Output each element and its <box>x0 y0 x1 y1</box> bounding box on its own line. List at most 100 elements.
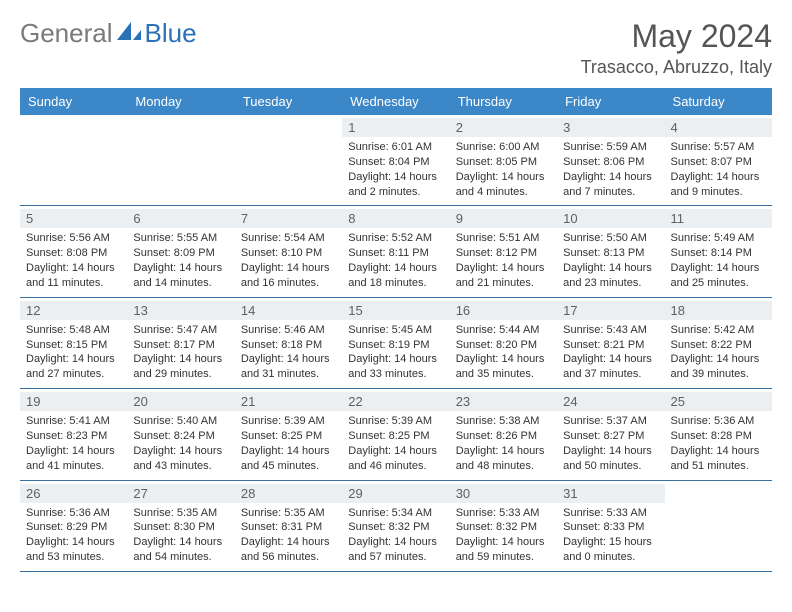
sunset-text: Sunset: 8:29 PM <box>26 520 121 535</box>
sunset-text: Sunset: 8:22 PM <box>671 338 766 353</box>
day-number: 27 <box>127 484 234 503</box>
day-number: 15 <box>342 301 449 320</box>
calendar-cell: 25Sunrise: 5:36 AMSunset: 8:28 PMDayligh… <box>665 389 772 480</box>
logo-text-general: General <box>20 18 113 49</box>
dayhead-thu: Thursday <box>450 88 557 115</box>
sunset-text: Sunset: 8:27 PM <box>563 429 658 444</box>
day-number: 14 <box>235 301 342 320</box>
day-info: Sunrise: 5:43 AMSunset: 8:21 PMDaylight:… <box>563 323 658 382</box>
daylight-text: Daylight: 14 hours and 39 minutes. <box>671 352 766 382</box>
daylight-text: Daylight: 14 hours and 35 minutes. <box>456 352 551 382</box>
sunrise-text: Sunrise: 5:36 AM <box>671 414 766 429</box>
daylight-text: Daylight: 14 hours and 50 minutes. <box>563 444 658 474</box>
sunrise-text: Sunrise: 5:36 AM <box>26 506 121 521</box>
calendar-cell: 13Sunrise: 5:47 AMSunset: 8:17 PMDayligh… <box>127 297 234 388</box>
sunset-text: Sunset: 8:20 PM <box>456 338 551 353</box>
sunset-text: Sunset: 8:10 PM <box>241 246 336 261</box>
daylight-text: Daylight: 14 hours and 59 minutes. <box>456 535 551 565</box>
sunrise-text: Sunrise: 5:33 AM <box>456 506 551 521</box>
day-info: Sunrise: 5:47 AMSunset: 8:17 PMDaylight:… <box>133 323 228 382</box>
logo: General Blue <box>20 18 197 49</box>
daylight-text: Daylight: 14 hours and 2 minutes. <box>348 170 443 200</box>
sunset-text: Sunset: 8:25 PM <box>348 429 443 444</box>
daylight-text: Daylight: 14 hours and 29 minutes. <box>133 352 228 382</box>
calendar-cell: 28Sunrise: 5:35 AMSunset: 8:31 PMDayligh… <box>235 480 342 571</box>
calendar-cell: 19Sunrise: 5:41 AMSunset: 8:23 PMDayligh… <box>20 389 127 480</box>
calendar-cell: 10Sunrise: 5:50 AMSunset: 8:13 PMDayligh… <box>557 206 664 297</box>
calendar-cell: 20 Sunrise: 5:40 AMSunset: 8:24 PMDayligh… <box>127 389 234 480</box>
sunset-text: Sunset: 8:24 PM <box>133 429 228 444</box>
calendar-table: Sunday Monday Tuesday Wednesday Thursday… <box>20 88 772 572</box>
sunset-text: Sunset: 8:04 PM <box>348 155 443 170</box>
day-number: 9 <box>450 209 557 228</box>
sunset-text: Sunset: 8:28 PM <box>671 429 766 444</box>
day-number: 5 <box>20 209 127 228</box>
day-number: 31 <box>557 484 664 503</box>
day-info: Sunrise: 5:40 AMSunset: 8:24 PMDaylight:… <box>133 414 228 473</box>
day-number: 8 <box>342 209 449 228</box>
sunrise-text: Sunrise: 5:37 AM <box>563 414 658 429</box>
day-number: 3 <box>557 118 664 137</box>
day-number: 24 <box>557 392 664 411</box>
day-number: 23 <box>450 392 557 411</box>
header: General Blue May 2024 Trasacco, Abruzzo,… <box>20 18 772 78</box>
day-number: 26 <box>20 484 127 503</box>
calendar-cell: 22Sunrise: 5:39 AMSunset: 8:25 PMDayligh… <box>342 389 449 480</box>
daylight-text: Daylight: 14 hours and 31 minutes. <box>241 352 336 382</box>
day-info: Sunrise: 5:44 AMSunset: 8:20 PMDaylight:… <box>456 323 551 382</box>
sunrise-text: Sunrise: 5:40 AM <box>133 414 228 429</box>
calendar-cell: . <box>20 115 127 206</box>
sunrise-text: Sunrise: 5:57 AM <box>671 140 766 155</box>
sunrise-text: Sunrise: 5:44 AM <box>456 323 551 338</box>
sunrise-text: Sunrise: 5:45 AM <box>348 323 443 338</box>
sunrise-text: Sunrise: 5:33 AM <box>563 506 658 521</box>
calendar-cell: 8Sunrise: 5:52 AMSunset: 8:11 PMDaylight… <box>342 206 449 297</box>
dayhead-mon: Monday <box>127 88 234 115</box>
day-info: Sunrise: 5:56 AMSunset: 8:08 PMDaylight:… <box>26 231 121 290</box>
sunrise-text: Sunrise: 5:52 AM <box>348 231 443 246</box>
sunrise-text: Sunrise: 5:56 AM <box>26 231 121 246</box>
day-number: 2 <box>450 118 557 137</box>
sunrise-text: Sunrise: 5:42 AM <box>671 323 766 338</box>
sunrise-text: Sunrise: 5:35 AM <box>241 506 336 521</box>
calendar-cell: 2 Sunrise: 6:00 AMSunset: 8:05 PMDaylight… <box>450 115 557 206</box>
day-info: Sunrise: 5:51 AMSunset: 8:12 PMDaylight:… <box>456 231 551 290</box>
sunset-text: Sunset: 8:33 PM <box>563 520 658 535</box>
sunset-text: Sunset: 8:26 PM <box>456 429 551 444</box>
day-number: 11 <box>665 209 772 228</box>
calendar-cell: . <box>235 115 342 206</box>
day-info: Sunrise: 6:00 AMSunset: 8:05 PMDaylight:… <box>456 140 551 199</box>
sunrise-text: Sunrise: 5:50 AM <box>563 231 658 246</box>
daylight-text: Daylight: 14 hours and 14 minutes. <box>133 261 228 291</box>
sunrise-text: Sunrise: 5:49 AM <box>671 231 766 246</box>
calendar-cell: 17Sunrise: 5:43 AMSunset: 8:21 PMDayligh… <box>557 297 664 388</box>
calendar-cell: 23Sunrise: 5:38 AMSunset: 8:26 PMDayligh… <box>450 389 557 480</box>
day-info: Sunrise: 5:34 AMSunset: 8:32 PMDaylight:… <box>348 506 443 565</box>
sunset-text: Sunset: 8:30 PM <box>133 520 228 535</box>
logo-sail-icon <box>115 20 143 47</box>
sunrise-text: Sunrise: 5:39 AM <box>348 414 443 429</box>
day-info: Sunrise: 5:59 AMSunset: 8:06 PMDaylight:… <box>563 140 658 199</box>
sunset-text: Sunset: 8:18 PM <box>241 338 336 353</box>
sunset-text: Sunset: 8:32 PM <box>348 520 443 535</box>
sunset-text: Sunset: 8:05 PM <box>456 155 551 170</box>
sunrise-text: Sunrise: 5:51 AM <box>456 231 551 246</box>
calendar-cell: 9 Sunrise: 5:51 AMSunset: 8:12 PMDaylight… <box>450 206 557 297</box>
day-number: 20 <box>127 392 234 411</box>
day-number: 6 <box>127 209 234 228</box>
day-number: 30 <box>450 484 557 503</box>
day-info: Sunrise: 5:42 AMSunset: 8:22 PMDaylight:… <box>671 323 766 382</box>
sunset-text: Sunset: 8:07 PM <box>671 155 766 170</box>
calendar-week: ...1Sunrise: 6:01 AMSunset: 8:04 PMDayli… <box>20 115 772 206</box>
daylight-text: Daylight: 14 hours and 27 minutes. <box>26 352 121 382</box>
day-number: 29 <box>342 484 449 503</box>
daylight-text: Daylight: 14 hours and 53 minutes. <box>26 535 121 565</box>
day-info: Sunrise: 5:49 AMSunset: 8:14 PMDaylight:… <box>671 231 766 290</box>
dayhead-fri: Friday <box>557 88 664 115</box>
sunrise-text: Sunrise: 5:35 AM <box>133 506 228 521</box>
day-info: Sunrise: 5:54 AMSunset: 8:10 PMDaylight:… <box>241 231 336 290</box>
calendar-cell: 24 Sunrise: 5:37 AMSunset: 8:27 PMDayligh… <box>557 389 664 480</box>
day-info: Sunrise: 5:36 AMSunset: 8:28 PMDaylight:… <box>671 414 766 473</box>
sunset-text: Sunset: 8:14 PM <box>671 246 766 261</box>
sunrise-text: Sunrise: 5:48 AM <box>26 323 121 338</box>
